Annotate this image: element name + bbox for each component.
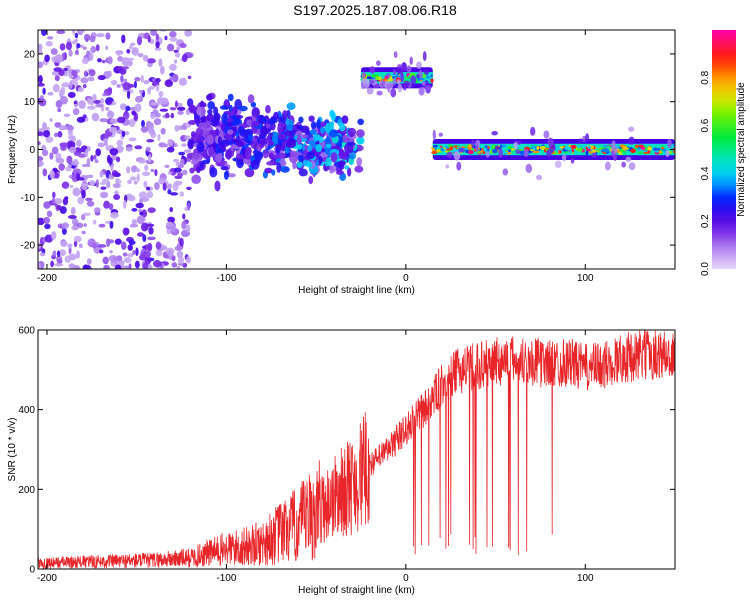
colorbar-tick-label: 0.4 xyxy=(700,166,711,180)
x-tick-label: -100 xyxy=(216,573,236,584)
y-tick-label: 400 xyxy=(18,405,35,416)
colorbar-tick-label: 0.2 xyxy=(700,214,711,228)
x-tick-label: -200 xyxy=(37,573,57,584)
y-tick-label: 20 xyxy=(24,49,36,60)
chart-title: S197.2025.187.08.06.R18 xyxy=(293,2,457,18)
x-tick-label: 0 xyxy=(403,573,409,584)
colorbar-tick-label: 0.6 xyxy=(700,118,711,132)
y-tick-label: 0 xyxy=(29,565,35,576)
colorbar-tick-label: 0.0 xyxy=(700,262,711,276)
x-tick-label: -200 xyxy=(37,273,57,284)
x-axis-label: Height of straight line (km) xyxy=(298,285,415,296)
y-axis-label: SNR (10 * v/v) xyxy=(7,418,18,482)
x-tick-label: 100 xyxy=(577,273,594,284)
x-axis-label: Height of straight line (km) xyxy=(298,585,415,596)
y-tick-label: 200 xyxy=(18,485,35,496)
colorbar-tick-label: 0.8 xyxy=(700,70,711,84)
snr-series xyxy=(38,330,675,569)
colorbar xyxy=(712,30,736,269)
y-tick-label: 0 xyxy=(29,145,35,156)
y-tick-label: -20 xyxy=(21,241,36,252)
y-tick-label: 10 xyxy=(24,97,36,108)
x-tick-label: 0 xyxy=(403,273,409,284)
y-axis-label: Frequency (Hz) xyxy=(7,115,18,184)
heatmap-cells xyxy=(38,30,675,269)
x-tick-label: 100 xyxy=(577,573,594,584)
y-tick-label: 600 xyxy=(18,326,35,337)
bottom-plot-frame xyxy=(37,329,676,570)
snr-line xyxy=(38,330,675,569)
colorbar-label: Normalized spectral amplitude xyxy=(736,82,747,217)
x-tick-label: -100 xyxy=(216,273,236,284)
y-tick-label: -10 xyxy=(21,193,36,204)
